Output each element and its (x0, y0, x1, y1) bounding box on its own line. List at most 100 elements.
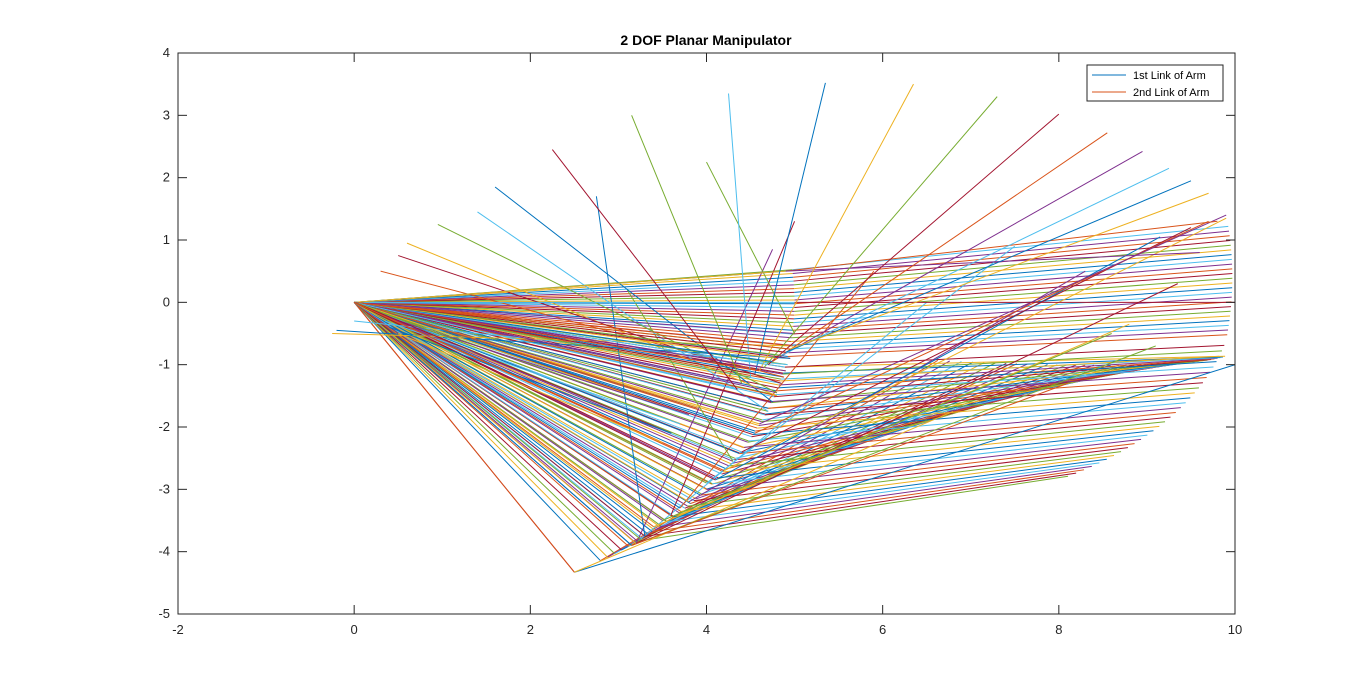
arm-link-2 (755, 362, 1185, 432)
arm-link-1 (354, 301, 792, 339)
x-tick-label: 2 (527, 622, 534, 637)
arm-link-1 (353, 301, 688, 507)
arm-link-2 (793, 244, 1231, 286)
arm-link-2 (723, 217, 1227, 472)
arm-link-2 (757, 392, 1195, 429)
y-tick-label: -4 (158, 544, 170, 559)
arm-link-1 (354, 301, 795, 334)
arm-link-1 (353, 301, 663, 444)
arm-link-1 (354, 288, 795, 303)
arm-link-1 (353, 301, 632, 546)
arm-link-1 (354, 295, 795, 303)
arm-link-1 (354, 301, 773, 403)
arm-link-1 (354, 301, 690, 416)
arm-link-1 (354, 301, 749, 442)
arm-link-2 (794, 249, 1232, 290)
arm-link-2 (781, 167, 1170, 356)
arm-link-1 (354, 301, 791, 350)
arm-link-2 (644, 472, 1077, 537)
arm-link-1 (354, 301, 756, 434)
y-tick-label: -5 (158, 606, 170, 621)
arm-link-2 (477, 211, 769, 412)
arm-link-2 (706, 438, 1142, 490)
arm-link-2 (640, 301, 928, 540)
arm-link-1 (354, 301, 795, 309)
y-tick-label: -1 (158, 357, 170, 372)
arm-link-2 (791, 310, 1231, 339)
arm-link-1 (354, 276, 794, 303)
arm-link-1 (354, 291, 795, 303)
arm-link-2 (743, 407, 1181, 448)
arm-link-2 (389, 326, 672, 434)
chart-title: 2 DOF Planar Manipulator (620, 32, 792, 48)
y-tick-label: 4 (163, 45, 170, 60)
x-tick-label: 10 (1228, 622, 1242, 637)
arm-link-2 (787, 334, 1228, 357)
arm-link-2 (794, 258, 1232, 297)
y-tick-label: 1 (163, 232, 170, 247)
arm-link-2 (706, 161, 796, 334)
arm-link-2 (754, 82, 826, 375)
arm-link-1 (353, 302, 575, 573)
arm-link-2 (673, 458, 1107, 518)
arm-link-1 (354, 301, 769, 366)
arm-link-1 (354, 301, 764, 369)
arm-link-2 (739, 411, 1176, 455)
arm-link-1 (353, 301, 663, 521)
arm-link-2 (693, 447, 1128, 502)
arm-link-1 (354, 301, 782, 356)
arm-link-1 (353, 301, 649, 535)
arm-link-2 (631, 382, 1068, 546)
arm-link-2 (768, 360, 1204, 409)
arm-link-1 (353, 301, 622, 551)
arm-link-1 (354, 301, 773, 363)
arm-link-2 (764, 382, 1203, 416)
arm-link-1 (353, 301, 608, 558)
arm-link-2 (748, 402, 1186, 442)
legend-label-link1: 1st Link of Arm (1133, 70, 1206, 82)
arm-link-2 (794, 254, 1232, 293)
arm-link-1 (353, 301, 707, 484)
y-tick-label: 0 (163, 294, 170, 309)
arm-link-2 (791, 315, 1231, 342)
arm-link-1 (354, 301, 795, 316)
arm-link-2 (792, 306, 1232, 335)
arm-link-2 (785, 251, 1200, 272)
x-axis: -2 0 2 4 6 8 10 (172, 53, 1242, 637)
arm-link-1 (354, 301, 738, 391)
legend-label-link2: 2nd Link of Arm (1133, 87, 1209, 99)
y-tick-label: -3 (158, 481, 170, 496)
arm-link-2 (680, 454, 1115, 512)
arm-link-1 (354, 301, 751, 378)
arm-link-2 (718, 430, 1154, 479)
arm-link-2 (782, 350, 1222, 375)
arm-link-2 (768, 377, 1207, 409)
legend: 1st Link of Arm 2nd Link of Arm (1086, 64, 1224, 102)
arm-link-2 (792, 301, 1232, 331)
arm-link-2 (679, 270, 875, 509)
arm-link-1 (353, 301, 654, 528)
arm-link-2 (785, 180, 1192, 353)
arm-link-1 (354, 284, 794, 303)
arm-link-2 (652, 469, 1085, 533)
arm-link-2 (728, 93, 752, 378)
arm-link-1 (353, 301, 701, 496)
arm-link-1 (354, 301, 795, 312)
arm-link-2 (551, 149, 738, 390)
arm-link-2 (790, 320, 1230, 346)
arm-link-1 (354, 301, 794, 320)
x-tick-label: 6 (879, 622, 886, 637)
y-tick-label: 3 (163, 107, 170, 122)
arm-link-2 (767, 113, 1060, 366)
arm-link-2 (771, 371, 1211, 402)
arm-link-1 (353, 301, 615, 555)
x-tick-label: 0 (351, 622, 358, 637)
legend-box (1086, 64, 1224, 102)
arm-link-2 (574, 364, 1235, 573)
arm-link-2 (789, 324, 1229, 350)
arm-link-2 (759, 214, 1227, 425)
arm-link-2 (776, 151, 1143, 359)
arm-link-1 (354, 301, 793, 331)
arm-link-2 (729, 421, 1166, 467)
